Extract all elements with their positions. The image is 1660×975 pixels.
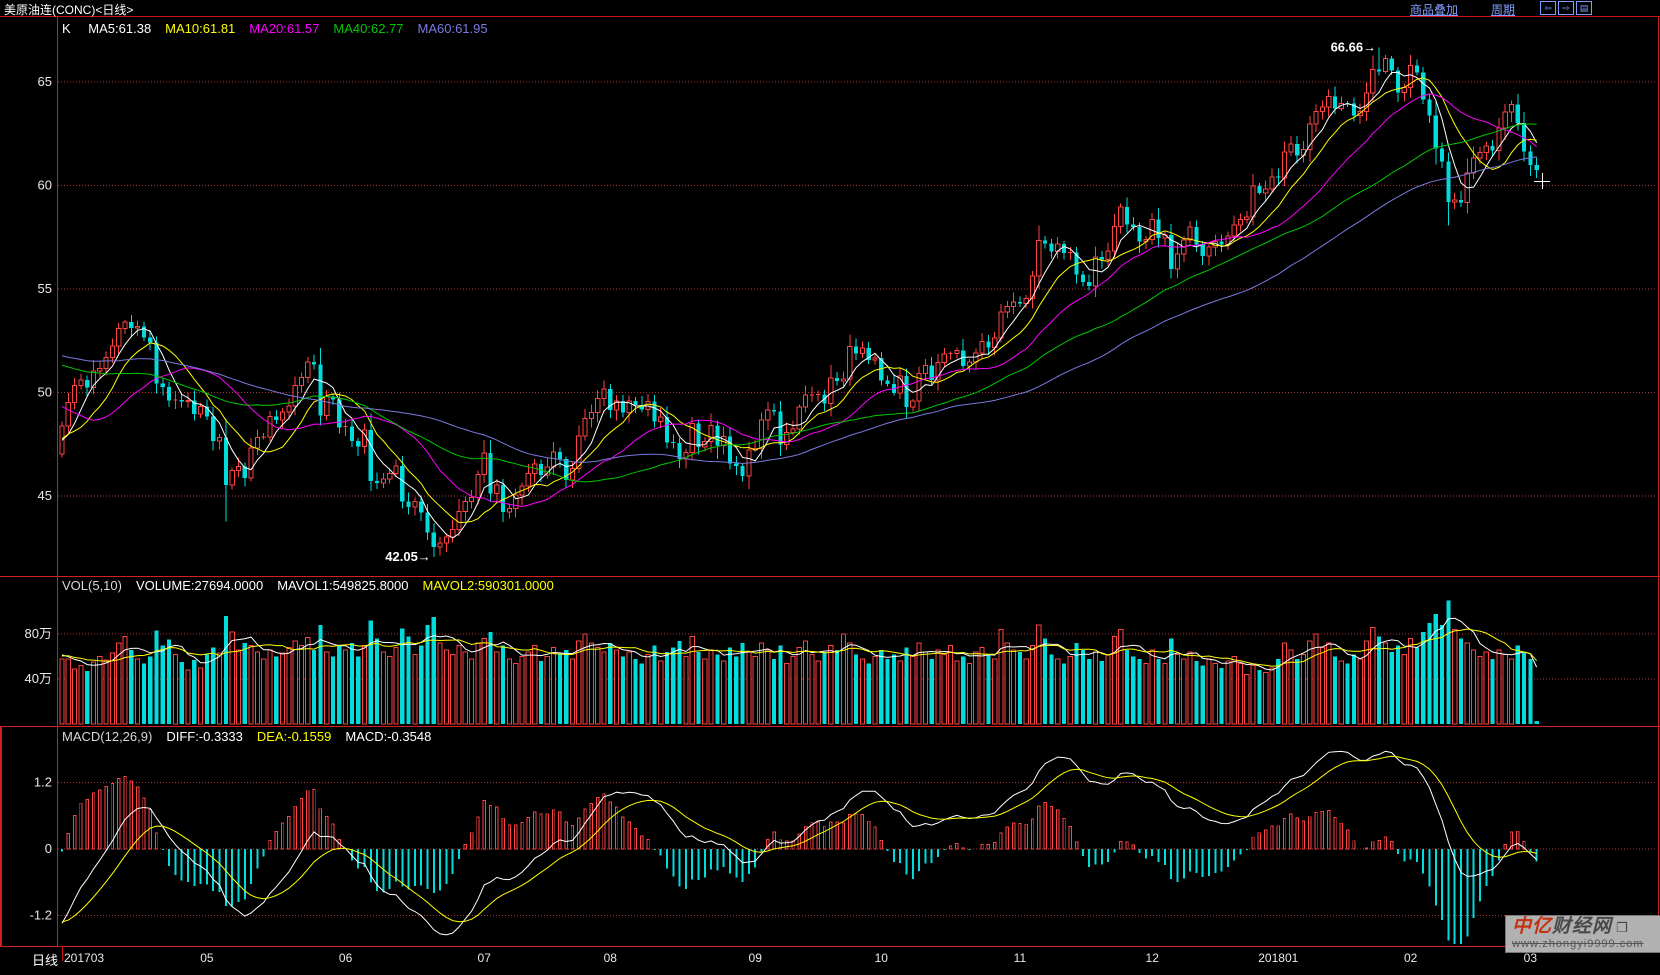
legend-item: MA10:61.81 [165, 21, 236, 36]
volume-legend: VOL(5,10) VOLUME:27694.0000 MAVOL1:549825.… [62, 578, 568, 593]
legend-item: MAVOL2:590301.0000 [422, 578, 554, 593]
month-label: 07 [477, 951, 491, 965]
price-annotations: 66.66→ 42.05→ [385, 40, 1376, 564]
overlay-link[interactable]: 商品叠加 [1410, 3, 1459, 17]
legend-item: MA5:61.38 [88, 21, 152, 36]
month-label: 03 [1523, 951, 1538, 965]
axis-separator [62, 947, 63, 961]
page-corner-icon: ❐ [1616, 920, 1629, 935]
crosshair-cursor [1534, 173, 1550, 189]
low-price-label: 42.05→ [385, 549, 431, 564]
month-label: 02 [1403, 951, 1418, 965]
instrument-title: 美原油连(CONC)<日线> [4, 3, 134, 17]
legend-item: MACD(12,26,9) [62, 729, 153, 744]
axis-tick-labels: 65 60 55 50 45 80万 40万 1.2 0 -1.2 [25, 74, 52, 922]
watermark-brand: 中亿财经网 ❐ [1512, 917, 1660, 938]
month-label: 08 [603, 951, 617, 965]
legend-item: DIFF:-0.3333 [166, 729, 243, 744]
ma-lines-layer [61, 71, 1538, 539]
svg-text:50: 50 [38, 385, 52, 400]
svg-text:60: 60 [38, 178, 52, 193]
legend-item: MACD:-0.3548 [345, 729, 432, 744]
watermark-brand-red: 中亿 [1512, 916, 1553, 937]
watermark-url: www.zhongyi9999.com [1512, 938, 1644, 950]
period-link[interactable]: 周期 [1491, 3, 1516, 17]
month-label: 201703 [64, 951, 105, 965]
svg-text:65: 65 [38, 74, 52, 89]
month-label: 11 [1013, 951, 1027, 965]
svg-text:45: 45 [38, 488, 52, 503]
high-price-label: 66.66→ [1331, 40, 1377, 55]
legend-item: VOL(5,10) [62, 578, 122, 593]
legend-item: MA40:62.77 [333, 21, 404, 36]
forward-arrow-icon[interactable]: ⇨ [1558, 1, 1574, 15]
month-label: 201801 [1258, 951, 1299, 965]
watermark: 中亿财经网 ❐ www.zhongyi9999.com [1505, 915, 1660, 953]
watermark-brand-gray: 财经网 [1552, 916, 1613, 937]
svg-text:55: 55 [38, 281, 52, 296]
legend-item: MA60:61.95 [417, 21, 488, 36]
k-label: K [62, 21, 71, 36]
window-buttons: ⇦ ⇨ ▤ [1540, 1, 1592, 15]
time-axis-bar: 日线 201703 05 06 07 08 09 10 11 12 201801 02 03 [0, 947, 1660, 970]
svg-text:1.2: 1.2 [34, 775, 52, 790]
svg-text:40万: 40万 [25, 671, 52, 686]
legend-item: MA20:61.57 [249, 21, 320, 36]
legend-item: VOLUME:27694.0000 [135, 578, 264, 593]
month-label: 09 [748, 951, 762, 965]
legend-item: MAVOL1:549825.8000 [277, 578, 409, 593]
title-bar: 美原油连(CONC)<日线> 商品叠加 周期 ⇦ ⇨ ▤ [0, 0, 1660, 17]
svg-text:80万: 80万 [25, 626, 52, 641]
period-label: 日线 [32, 953, 59, 968]
month-label: 05 [200, 951, 214, 965]
candles-layer [59, 47, 1539, 558]
macd-legend: MACD(12,26,9) DIFF:-0.3333 DEA:-0.1559 MACD… [62, 729, 445, 744]
svg-text:0: 0 [45, 841, 52, 856]
back-arrow-icon[interactable]: ⇦ [1540, 1, 1556, 15]
month-label: 06 [338, 951, 353, 965]
split-view-icon[interactable]: ▤ [1576, 1, 1592, 15]
legend-item: DEA:-0.1559 [256, 729, 332, 744]
macd-layer [61, 750, 1538, 944]
month-label: 10 [874, 951, 888, 965]
svg-text:-1.2: -1.2 [30, 907, 52, 922]
volume-layer [59, 600, 1539, 725]
ma-legend: K MA5:61.38 MA10:61.81 MA20:61.57 MA40:62.7… [62, 21, 502, 36]
month-label: 12 [1145, 951, 1159, 965]
mavol-lines-layer [61, 617, 1538, 671]
